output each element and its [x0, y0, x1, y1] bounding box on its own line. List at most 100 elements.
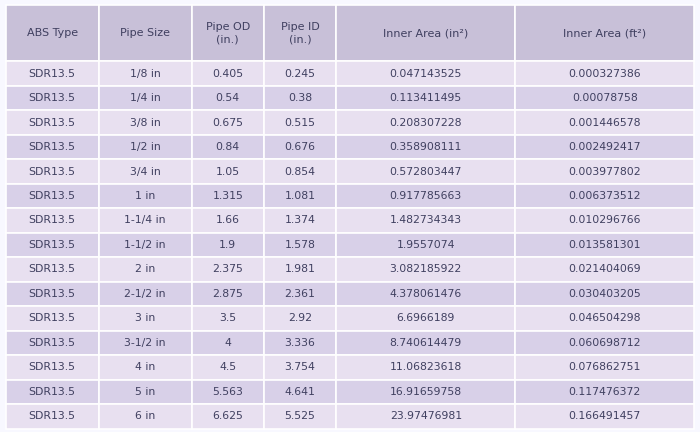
Bar: [6, 61, 99, 86]
Text: 8.740614479: 8.740614479: [390, 338, 462, 348]
Bar: [6, 233, 99, 257]
Text: SDR13.5: SDR13.5: [29, 338, 76, 348]
Text: 5.525: 5.525: [285, 411, 316, 421]
Bar: [99, 184, 192, 208]
Bar: [264, 184, 336, 208]
Bar: [192, 380, 264, 404]
Bar: [192, 282, 264, 306]
Text: 5 in: 5 in: [135, 387, 155, 397]
Text: 0.208307228: 0.208307228: [389, 118, 462, 127]
Bar: [6, 306, 99, 330]
Text: 4 in: 4 in: [135, 362, 155, 372]
Text: SDR13.5: SDR13.5: [29, 118, 76, 127]
Text: 1.9: 1.9: [219, 240, 237, 250]
Bar: [264, 380, 336, 404]
Bar: [515, 110, 694, 135]
Text: SDR13.5: SDR13.5: [29, 289, 76, 299]
Text: SDR13.5: SDR13.5: [29, 411, 76, 421]
Bar: [264, 282, 336, 306]
Text: 1.981: 1.981: [285, 264, 316, 274]
Text: 3/4 in: 3/4 in: [130, 166, 160, 177]
Text: 3.5: 3.5: [219, 313, 237, 324]
Bar: [192, 208, 264, 233]
Bar: [515, 282, 694, 306]
Bar: [515, 380, 694, 404]
Bar: [6, 330, 99, 355]
Bar: [99, 257, 192, 282]
Bar: [264, 257, 336, 282]
Text: 0.854: 0.854: [285, 166, 316, 177]
Bar: [99, 233, 192, 257]
Text: 0.405: 0.405: [212, 69, 244, 79]
Text: 0.245: 0.245: [285, 69, 316, 79]
Bar: [99, 330, 192, 355]
Text: 0.00078758: 0.00078758: [572, 93, 638, 103]
Bar: [192, 86, 264, 110]
Bar: [336, 355, 515, 380]
Text: Inner Area (ft²): Inner Area (ft²): [564, 28, 646, 38]
Bar: [336, 184, 515, 208]
Text: 4.641: 4.641: [285, 387, 316, 397]
Bar: [336, 233, 515, 257]
Bar: [336, 380, 515, 404]
Bar: [192, 355, 264, 380]
Bar: [192, 306, 264, 330]
Bar: [264, 306, 336, 330]
Text: 0.676: 0.676: [285, 142, 316, 152]
Text: SDR13.5: SDR13.5: [29, 240, 76, 250]
Bar: [99, 380, 192, 404]
Bar: [336, 208, 515, 233]
Bar: [99, 159, 192, 184]
Text: 0.001446578: 0.001446578: [568, 118, 641, 127]
Bar: [99, 110, 192, 135]
Bar: [264, 208, 336, 233]
Bar: [336, 159, 515, 184]
Text: SDR13.5: SDR13.5: [29, 142, 76, 152]
Text: 0.047143525: 0.047143525: [390, 69, 462, 79]
Text: 0.000327386: 0.000327386: [568, 69, 641, 79]
Text: 0.113411495: 0.113411495: [390, 93, 462, 103]
Text: SDR13.5: SDR13.5: [29, 191, 76, 201]
Text: 0.006373512: 0.006373512: [568, 191, 641, 201]
Text: 6 in: 6 in: [135, 411, 155, 421]
Text: 16.91659758: 16.91659758: [390, 387, 462, 397]
Bar: [99, 86, 192, 110]
Bar: [264, 110, 336, 135]
Text: 1.05: 1.05: [216, 166, 240, 177]
Bar: [192, 257, 264, 282]
Text: 3.754: 3.754: [285, 362, 316, 372]
Bar: [192, 233, 264, 257]
Text: 0.021404069: 0.021404069: [568, 264, 641, 274]
Bar: [264, 355, 336, 380]
Bar: [515, 184, 694, 208]
Bar: [264, 135, 336, 159]
Text: 1.578: 1.578: [285, 240, 316, 250]
Text: SDR13.5: SDR13.5: [29, 264, 76, 274]
Bar: [6, 86, 99, 110]
Bar: [192, 184, 264, 208]
Text: 0.917785663: 0.917785663: [390, 191, 462, 201]
Text: SDR13.5: SDR13.5: [29, 166, 76, 177]
Bar: [6, 380, 99, 404]
Bar: [6, 282, 99, 306]
Bar: [336, 86, 515, 110]
Bar: [6, 208, 99, 233]
Text: SDR13.5: SDR13.5: [29, 69, 76, 79]
Bar: [99, 306, 192, 330]
Text: 0.166491457: 0.166491457: [568, 411, 641, 421]
Bar: [336, 330, 515, 355]
Text: 2.361: 2.361: [285, 289, 316, 299]
Text: 5.563: 5.563: [212, 387, 243, 397]
Bar: [515, 355, 694, 380]
Bar: [264, 159, 336, 184]
Bar: [336, 282, 515, 306]
Bar: [6, 159, 99, 184]
Text: 4.5: 4.5: [219, 362, 237, 372]
Text: 1/2 in: 1/2 in: [130, 142, 160, 152]
Bar: [515, 330, 694, 355]
Bar: [336, 404, 515, 429]
Text: 3-1/2 in: 3-1/2 in: [125, 338, 166, 348]
Text: 0.54: 0.54: [216, 93, 240, 103]
Text: 1-1/2 in: 1-1/2 in: [125, 240, 166, 250]
Bar: [336, 110, 515, 135]
